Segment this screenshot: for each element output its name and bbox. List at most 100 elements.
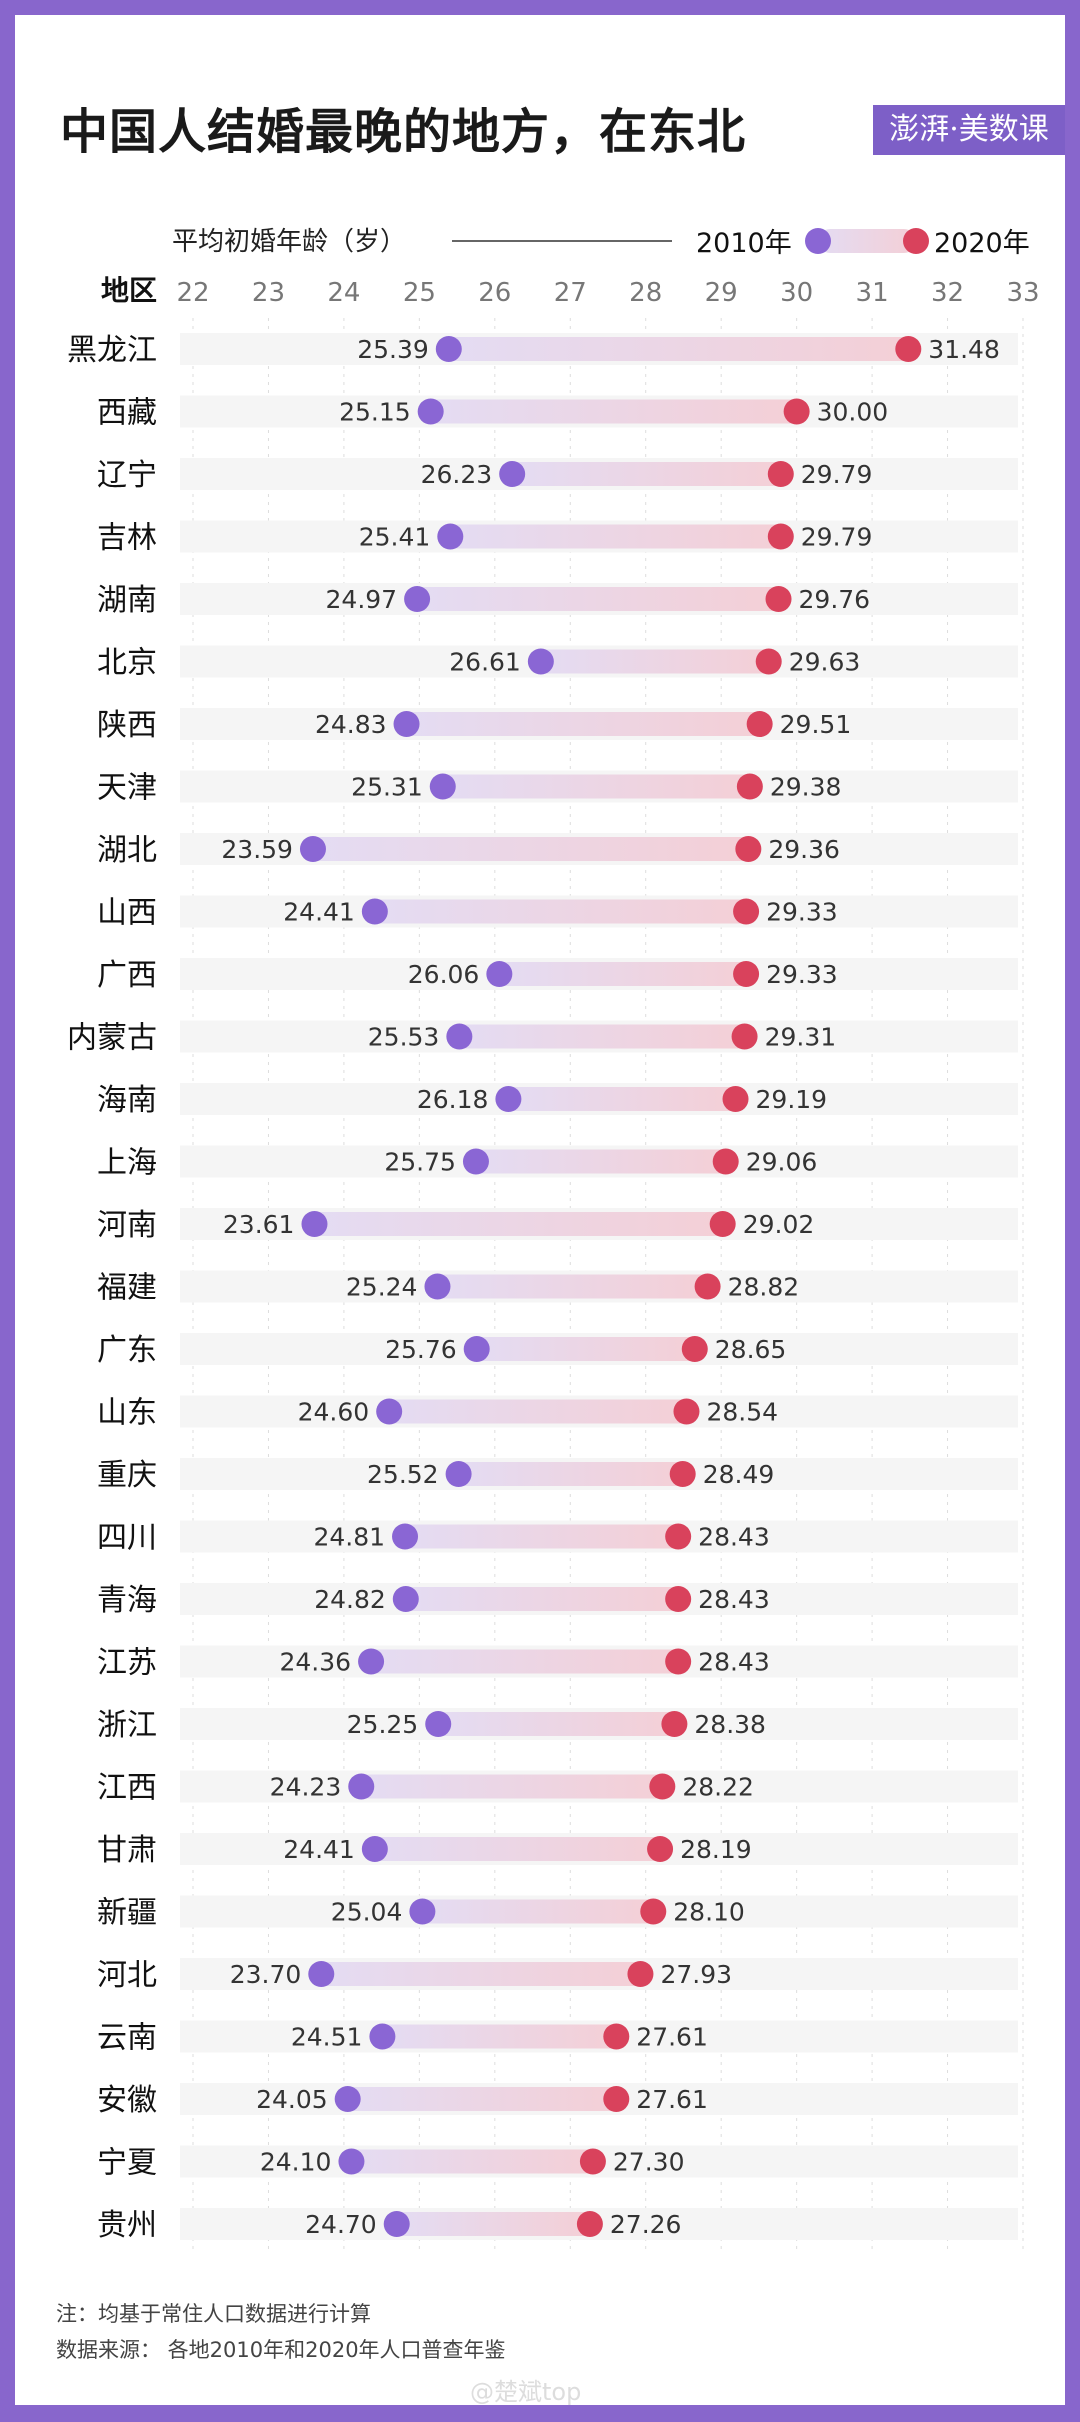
dot-2020 <box>767 461 794 487</box>
region-label: 青海 <box>97 1583 157 1618</box>
value-label-2020: 27.93 <box>660 1960 732 1989</box>
value-label-2010: 24.10 <box>260 2148 332 2177</box>
dot-2010 <box>392 1586 419 1612</box>
dot-2010 <box>348 1773 375 1800</box>
dumbbell-bar <box>374 1837 661 1861</box>
dot-2020 <box>647 1836 674 1862</box>
dumbbell-bar <box>389 1399 687 1424</box>
region-label: 陕西 <box>97 708 157 743</box>
dumbbell-bar <box>437 1274 708 1299</box>
value-label-2010: 23.70 <box>230 1960 302 1989</box>
dot-2010 <box>383 2211 410 2237</box>
dot-2020 <box>669 1461 696 1487</box>
dot-2010 <box>446 1023 473 1050</box>
value-label-2010: 24.05 <box>256 2085 328 2114</box>
value-label-2020: 29.76 <box>799 585 871 614</box>
dot-2010 <box>361 898 388 925</box>
region-label: 内蒙古 <box>67 1021 157 1056</box>
x-tick-label: 25 <box>403 278 436 308</box>
value-label-2010: 25.53 <box>368 1023 440 1052</box>
x-tick-label: 27 <box>554 278 587 308</box>
value-label-2020: 29.63 <box>789 648 861 677</box>
dot-2020 <box>767 523 794 550</box>
x-tick-label: 24 <box>327 278 360 308</box>
x-tick-label: 31 <box>856 278 889 308</box>
value-label-2020: 28.43 <box>698 1523 770 1552</box>
value-label-2010: 26.61 <box>449 648 521 677</box>
dot-2020 <box>712 1148 739 1175</box>
dot-2010 <box>308 1961 335 1987</box>
dot-2010 <box>499 461 526 487</box>
region-label: 山西 <box>97 896 157 931</box>
dot-2020 <box>733 898 760 925</box>
value-label-2010: 25.75 <box>384 1148 456 1177</box>
dot-2020 <box>661 1711 688 1737</box>
dot-2010 <box>376 1398 403 1425</box>
region-label: 宁夏 <box>97 2146 157 2181</box>
dumbbell-bar <box>406 712 760 736</box>
value-label-2010: 24.81 <box>313 1523 385 1552</box>
value-label-2010: 24.51 <box>291 2023 363 2052</box>
value-label-2020: 28.82 <box>728 1273 800 1302</box>
dumbbell-bar <box>442 774 750 799</box>
x-tick-label: 23 <box>252 278 285 308</box>
dumbbell-bar <box>422 1899 654 1924</box>
dot-2020 <box>731 1023 758 1050</box>
value-label-2020: 29.38 <box>770 773 842 802</box>
dumbbell-bar <box>430 399 797 424</box>
dot-2010 <box>369 2023 396 2050</box>
region-label: 浙江 <box>97 1708 157 1743</box>
dot-2010 <box>392 1523 419 1550</box>
region-label: 上海 <box>97 1146 157 1181</box>
dumbbell-bar <box>371 1649 679 1674</box>
value-label-2010: 25.52 <box>367 1460 439 1489</box>
dumbbell-bar <box>314 1212 723 1236</box>
dumbbell-bar <box>508 1087 736 1111</box>
value-label-2010: 25.04 <box>331 1898 403 1927</box>
dot-2020 <box>579 2148 606 2175</box>
region-label: 湖南 <box>97 583 157 618</box>
value-label-2010: 25.25 <box>347 1710 419 1739</box>
value-label-2020: 27.26 <box>610 2210 682 2239</box>
region-label: 辽宁 <box>97 458 157 493</box>
dot-2010 <box>527 648 554 675</box>
dot-2020 <box>673 1398 700 1425</box>
value-label-2010: 24.60 <box>298 1398 370 1427</box>
dot-2020 <box>576 2211 603 2237</box>
dumbbell-bar <box>499 962 747 986</box>
value-label-2010: 25.39 <box>357 335 429 364</box>
dumbbell-bar <box>405 1587 679 1611</box>
value-label-2020: 29.79 <box>801 460 873 489</box>
dot-2020 <box>783 398 810 425</box>
value-label-2020: 29.31 <box>765 1023 837 1052</box>
dot-2010 <box>463 1336 490 1362</box>
x-tick-label: 32 <box>931 278 964 308</box>
dot-2020 <box>722 1086 749 1112</box>
value-label-2020: 29.36 <box>768 835 840 864</box>
value-label-2010: 26.06 <box>408 960 480 989</box>
dot-2020 <box>640 1898 667 1925</box>
dot-2020 <box>694 1273 721 1300</box>
dot-2010 <box>361 1836 388 1862</box>
value-label-2020: 29.06 <box>746 1148 818 1177</box>
region-label: 北京 <box>97 646 157 681</box>
value-label-2010: 24.70 <box>305 2210 377 2239</box>
legend-dot-2010 <box>805 228 831 254</box>
dot-2020 <box>895 336 922 362</box>
dot-2020 <box>755 648 782 675</box>
dumbbell-bar <box>417 587 779 611</box>
value-label-2020: 29.33 <box>766 960 838 989</box>
value-label-2020: 28.22 <box>682 1773 754 1802</box>
region-label: 吉林 <box>97 521 157 556</box>
value-label-2010: 25.76 <box>385 1335 457 1364</box>
x-tick-label: 33 <box>1006 278 1039 308</box>
dot-2010 <box>425 1711 452 1737</box>
dot-2020 <box>649 1773 676 1800</box>
dumbbell-bar <box>405 1524 679 1549</box>
dumbbell-bar <box>312 837 749 861</box>
region-label: 新疆 <box>97 1896 157 1931</box>
dumbbell-bar <box>361 1774 663 1799</box>
dumbbell-bar <box>448 337 909 361</box>
value-label-2020: 28.49 <box>703 1460 775 1489</box>
dot-2020 <box>665 1523 692 1550</box>
